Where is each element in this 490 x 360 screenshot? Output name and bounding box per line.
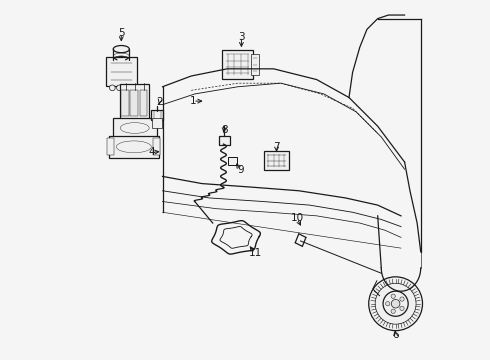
Circle shape xyxy=(400,306,404,311)
Text: 6: 6 xyxy=(392,330,399,340)
Circle shape xyxy=(117,85,122,91)
Circle shape xyxy=(391,309,395,313)
FancyBboxPatch shape xyxy=(228,157,238,165)
Text: 10: 10 xyxy=(291,213,304,223)
Ellipse shape xyxy=(113,45,129,53)
Text: 11: 11 xyxy=(248,248,262,258)
FancyBboxPatch shape xyxy=(222,50,253,79)
FancyBboxPatch shape xyxy=(107,138,114,155)
Text: 5: 5 xyxy=(118,28,124,38)
Circle shape xyxy=(400,297,404,301)
Text: 1: 1 xyxy=(190,96,196,106)
FancyBboxPatch shape xyxy=(109,135,159,158)
Text: 3: 3 xyxy=(238,32,245,41)
Circle shape xyxy=(383,291,408,316)
FancyBboxPatch shape xyxy=(122,90,129,116)
Circle shape xyxy=(386,302,390,306)
Ellipse shape xyxy=(113,57,129,63)
Text: 8: 8 xyxy=(221,125,227,135)
Text: 2: 2 xyxy=(156,97,163,107)
FancyBboxPatch shape xyxy=(153,138,160,155)
FancyBboxPatch shape xyxy=(152,118,162,128)
Circle shape xyxy=(391,294,395,298)
FancyBboxPatch shape xyxy=(151,111,163,120)
FancyBboxPatch shape xyxy=(113,118,157,138)
FancyBboxPatch shape xyxy=(130,90,138,116)
Circle shape xyxy=(368,277,422,330)
Circle shape xyxy=(375,283,416,324)
Circle shape xyxy=(392,300,400,308)
FancyBboxPatch shape xyxy=(140,90,147,116)
Text: 9: 9 xyxy=(237,165,244,175)
FancyBboxPatch shape xyxy=(120,84,149,120)
Circle shape xyxy=(109,85,115,91)
FancyBboxPatch shape xyxy=(251,54,259,75)
FancyBboxPatch shape xyxy=(219,135,230,145)
Text: 7: 7 xyxy=(273,142,280,152)
Text: 4: 4 xyxy=(148,147,155,157)
Circle shape xyxy=(124,85,129,91)
FancyBboxPatch shape xyxy=(264,151,289,170)
FancyBboxPatch shape xyxy=(106,57,137,86)
